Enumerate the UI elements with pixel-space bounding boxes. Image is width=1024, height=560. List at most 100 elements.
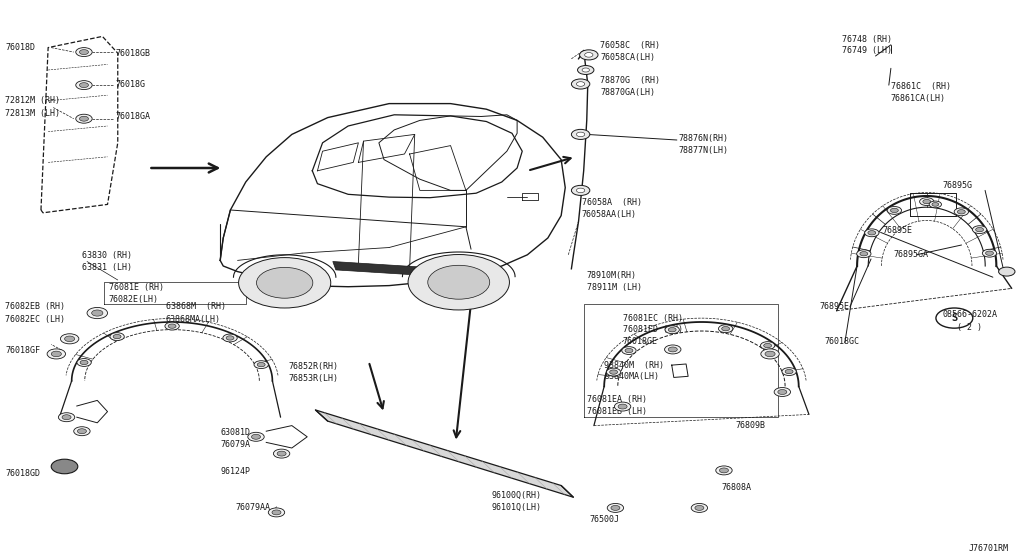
Circle shape — [985, 251, 993, 255]
Circle shape — [273, 449, 290, 458]
Text: 76895E: 76895E — [819, 302, 849, 311]
Text: 76081EB (LH): 76081EB (LH) — [587, 407, 647, 416]
Text: 78910M(RH): 78910M(RH) — [587, 271, 637, 280]
Circle shape — [891, 208, 898, 213]
Circle shape — [571, 79, 590, 89]
Text: ( 2 ): ( 2 ) — [957, 323, 982, 332]
Circle shape — [578, 66, 594, 74]
Circle shape — [720, 468, 728, 473]
Text: 78870G  (RH): 78870G (RH) — [600, 76, 660, 85]
Circle shape — [609, 370, 617, 374]
Text: 76018GB: 76018GB — [116, 49, 151, 58]
Circle shape — [606, 368, 621, 376]
Text: 76853R(LH): 76853R(LH) — [289, 374, 339, 383]
Circle shape — [428, 265, 489, 299]
Circle shape — [80, 50, 88, 54]
Text: 76861C  (RH): 76861C (RH) — [891, 82, 951, 91]
Circle shape — [614, 402, 631, 411]
Text: 76058CA(LH): 76058CA(LH) — [600, 53, 655, 62]
Circle shape — [669, 347, 677, 352]
Circle shape — [957, 209, 966, 214]
Circle shape — [226, 336, 234, 340]
Circle shape — [577, 82, 585, 86]
Circle shape — [785, 370, 793, 374]
Text: 76081ED (LH): 76081ED (LH) — [623, 325, 683, 334]
Circle shape — [278, 451, 286, 456]
Text: 08566-6202A: 08566-6202A — [942, 310, 997, 319]
Text: 76018GC: 76018GC — [824, 337, 859, 346]
Circle shape — [774, 388, 791, 396]
Text: 76082EC (LH): 76082EC (LH) — [5, 315, 66, 324]
Circle shape — [239, 258, 331, 308]
Circle shape — [764, 343, 771, 348]
Text: 76749 (LH): 76749 (LH) — [842, 46, 892, 55]
Circle shape — [868, 231, 876, 235]
Circle shape — [622, 347, 636, 354]
Circle shape — [114, 334, 121, 339]
Text: 76895GA: 76895GA — [894, 250, 929, 259]
Circle shape — [887, 207, 901, 214]
Text: 76081EC (RH): 76081EC (RH) — [623, 314, 683, 323]
Circle shape — [257, 362, 265, 367]
Text: 76861CA(LH): 76861CA(LH) — [891, 94, 946, 103]
Circle shape — [571, 129, 590, 139]
Text: J76701RM: J76701RM — [969, 544, 1009, 553]
Circle shape — [74, 427, 90, 436]
Circle shape — [256, 268, 313, 298]
Text: 76018D: 76018D — [5, 43, 35, 52]
Circle shape — [611, 506, 620, 510]
Circle shape — [695, 506, 703, 510]
Circle shape — [577, 132, 585, 137]
Text: 76081E (RH): 76081E (RH) — [109, 283, 164, 292]
Text: 76809B: 76809B — [735, 421, 765, 430]
Circle shape — [268, 508, 285, 517]
Text: 76018GF: 76018GF — [5, 346, 40, 354]
Circle shape — [932, 203, 939, 206]
Text: 76018GE: 76018GE — [623, 337, 657, 346]
Text: 76081EA (RH): 76081EA (RH) — [587, 395, 647, 404]
Text: 76058AA(LH): 76058AA(LH) — [582, 210, 637, 219]
Circle shape — [58, 413, 75, 422]
Text: 76895G: 76895G — [942, 181, 972, 190]
Text: 72813M (LH): 72813M (LH) — [5, 109, 60, 118]
Circle shape — [165, 322, 179, 330]
Circle shape — [778, 390, 786, 394]
Circle shape — [665, 326, 679, 334]
Circle shape — [585, 53, 593, 57]
Text: 76079A: 76079A — [220, 440, 250, 449]
Text: 76018GD: 76018GD — [5, 469, 40, 478]
Text: 93840MA(LH): 93840MA(LH) — [604, 372, 659, 381]
Text: 76500J: 76500J — [590, 515, 620, 524]
Circle shape — [860, 251, 867, 256]
Circle shape — [923, 199, 931, 204]
Circle shape — [691, 503, 708, 512]
Circle shape — [78, 429, 86, 433]
Text: 76082EB (RH): 76082EB (RH) — [5, 302, 66, 311]
Circle shape — [254, 361, 268, 368]
Text: 63868M  (RH): 63868M (RH) — [166, 302, 226, 311]
Circle shape — [223, 334, 238, 342]
Text: 76808A: 76808A — [722, 483, 752, 492]
Circle shape — [982, 249, 996, 257]
Circle shape — [80, 116, 88, 121]
Circle shape — [582, 68, 590, 72]
Polygon shape — [333, 262, 479, 279]
Text: 96101Q(LH): 96101Q(LH) — [492, 503, 542, 512]
Circle shape — [580, 50, 598, 60]
Text: 96100Q(RH): 96100Q(RH) — [492, 491, 542, 500]
Text: 76058C  (RH): 76058C (RH) — [600, 41, 660, 50]
Circle shape — [60, 334, 79, 344]
Circle shape — [722, 326, 729, 331]
Text: 63831 (LH): 63831 (LH) — [82, 263, 132, 272]
Circle shape — [607, 503, 624, 512]
Circle shape — [719, 325, 733, 333]
Text: 93840M  (RH): 93840M (RH) — [604, 361, 665, 370]
Circle shape — [80, 360, 88, 365]
Text: 63868MA(LH): 63868MA(LH) — [166, 315, 221, 324]
Circle shape — [761, 342, 775, 349]
Circle shape — [669, 328, 676, 332]
Text: 76852R(RH): 76852R(RH) — [289, 362, 339, 371]
Circle shape — [976, 227, 983, 232]
Circle shape — [51, 351, 61, 357]
Text: 76058A  (RH): 76058A (RH) — [582, 198, 642, 207]
